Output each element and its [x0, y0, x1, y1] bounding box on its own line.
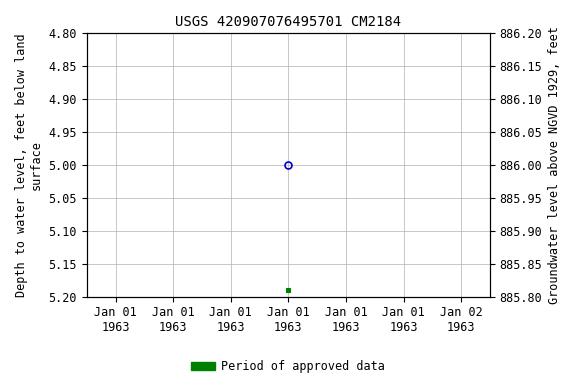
Y-axis label: Depth to water level, feet below land
surface: Depth to water level, feet below land su…: [15, 33, 43, 297]
Y-axis label: Groundwater level above NGVD 1929, feet: Groundwater level above NGVD 1929, feet: [548, 26, 561, 304]
Title: USGS 420907076495701 CM2184: USGS 420907076495701 CM2184: [175, 15, 401, 29]
Legend: Period of approved data: Period of approved data: [187, 356, 389, 378]
